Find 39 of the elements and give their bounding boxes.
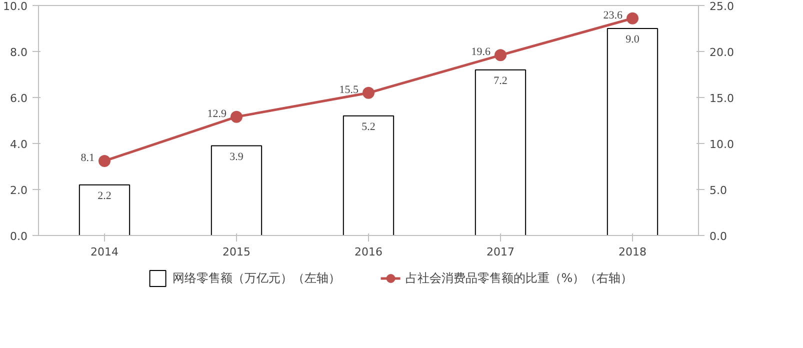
data-label: 23.6: [603, 9, 623, 22]
y2-tick-label: 15.0: [710, 92, 734, 105]
y-tick-label: 2.0: [10, 184, 28, 197]
data-label: 2.2: [98, 190, 112, 202]
y-tick-label: 0.0: [10, 230, 28, 243]
point: [230, 110, 242, 123]
data-label: 15.5: [339, 84, 359, 96]
bar: [606, 28, 658, 236]
point: [98, 154, 110, 167]
point: [494, 49, 506, 62]
y2-tick-label: 10.0: [710, 138, 734, 151]
y2-tick-label: 20.0: [710, 46, 734, 59]
point: [362, 86, 374, 99]
data-label: 12.9: [207, 108, 227, 120]
data-label: 19.6: [471, 46, 491, 58]
y2-tick-label: 25.0: [710, 0, 734, 13]
data-label: 3.9: [230, 150, 244, 163]
bar: [342, 115, 394, 236]
bar: [210, 145, 262, 236]
x-tick-label: 2014: [90, 246, 119, 258]
y2-tick-label: 0.0: [710, 230, 727, 243]
legend-label: 网络零售额（万亿元）（左轴）: [172, 270, 340, 286]
x-tick-label: 2017: [486, 246, 515, 258]
x-tick-label: 2016: [354, 246, 383, 258]
data-label: 7.2: [494, 74, 508, 87]
bar: [78, 184, 130, 236]
y2-tick-label: 5.0: [710, 184, 727, 197]
x-tick-label: 2018: [618, 246, 647, 258]
y-tick-label: 10.0: [3, 0, 28, 13]
data-label: 8.1: [80, 152, 94, 164]
data-label: 5.2: [362, 120, 376, 133]
y-tick-label: 4.0: [10, 138, 28, 151]
data-label: 9.0: [626, 34, 640, 46]
point: [626, 12, 638, 24]
x-tick-label: 2015: [222, 246, 251, 258]
legend-label: 占社会消费品零售额的比重（%）（右轴）: [405, 270, 633, 286]
y-tick-label: 8.0: [10, 46, 28, 59]
y-tick-label: 6.0: [10, 92, 28, 105]
bar: [474, 69, 526, 236]
